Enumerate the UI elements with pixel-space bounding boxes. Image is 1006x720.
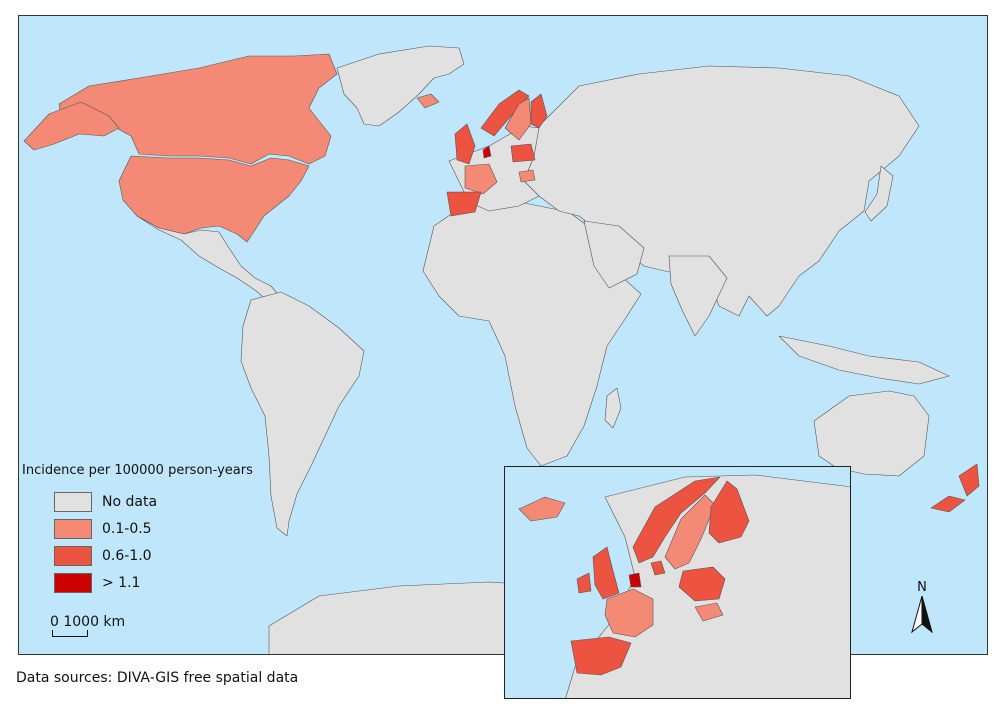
inset-hungary xyxy=(694,602,724,622)
north-arrow: N xyxy=(908,580,936,636)
africa xyxy=(422,201,642,467)
legend-swatch-mid xyxy=(54,545,92,566)
india xyxy=(668,255,728,337)
world-map-svg xyxy=(23,45,980,654)
mexico xyxy=(136,215,282,303)
united-kingdom xyxy=(454,123,476,165)
legend-label-high: > 1.1 xyxy=(102,574,141,591)
legend-title: Incidence per 100000 person-years xyxy=(22,463,253,478)
scale-bar-line xyxy=(52,630,88,637)
united-states xyxy=(118,155,310,243)
north-arrow-icon xyxy=(911,595,933,634)
inset-iceland xyxy=(518,496,566,522)
inset-spain xyxy=(570,636,632,676)
norway xyxy=(480,89,530,137)
legend-row-low: 0.1-0.5 xyxy=(22,515,272,542)
legend-label-low: 0.1-0.5 xyxy=(102,520,152,537)
spain xyxy=(446,191,482,217)
legend-row-no-data: No data xyxy=(22,488,272,515)
japan xyxy=(864,165,894,222)
madagascar xyxy=(604,387,622,429)
world-map xyxy=(18,15,988,655)
legend-swatch-high xyxy=(54,572,92,593)
inset-denmark xyxy=(650,560,666,576)
legend-row-high: > 1.1 xyxy=(22,569,272,596)
new-zealand xyxy=(930,463,980,513)
southeast-asia-islands xyxy=(778,335,950,385)
south-america xyxy=(240,291,365,537)
poland xyxy=(510,143,536,163)
sweden xyxy=(504,97,532,141)
greenland xyxy=(336,45,465,127)
inset-france xyxy=(604,588,654,638)
inset-finland xyxy=(708,480,750,544)
inset-netherlands xyxy=(628,572,642,588)
netherlands xyxy=(482,145,492,159)
legend-swatch-low xyxy=(54,518,92,539)
inset-ireland xyxy=(576,572,592,594)
canada xyxy=(58,53,338,165)
legend-swatch-no-data xyxy=(54,491,92,512)
legend: Incidence per 100000 person-years No dat… xyxy=(22,463,272,596)
inset-united-kingdom xyxy=(592,546,620,600)
scale-bar: 0 1000 km xyxy=(50,614,125,637)
north-arrow-label: N xyxy=(917,580,927,595)
hungary xyxy=(518,169,536,183)
inset-norway xyxy=(632,476,721,564)
inset-poland xyxy=(678,566,726,602)
finland xyxy=(530,93,548,129)
legend-label-mid: 0.6-1.0 xyxy=(102,547,152,564)
eurasia xyxy=(523,65,920,317)
scale-bar-label: 0 1000 km xyxy=(50,614,126,630)
arabia xyxy=(583,220,645,289)
europe-inset-svg xyxy=(518,474,850,698)
iceland xyxy=(416,93,440,109)
europe-inset-map xyxy=(504,466,851,699)
alaska xyxy=(23,101,120,151)
australia xyxy=(813,390,930,477)
inset-sweden xyxy=(664,494,716,570)
legend-label-no-data: No data xyxy=(102,493,158,510)
data-source-note: Data sources: DIVA-GIS free spatial data xyxy=(16,670,299,686)
france xyxy=(464,163,498,195)
legend-row-mid: 0.6-1.0 xyxy=(22,542,272,569)
